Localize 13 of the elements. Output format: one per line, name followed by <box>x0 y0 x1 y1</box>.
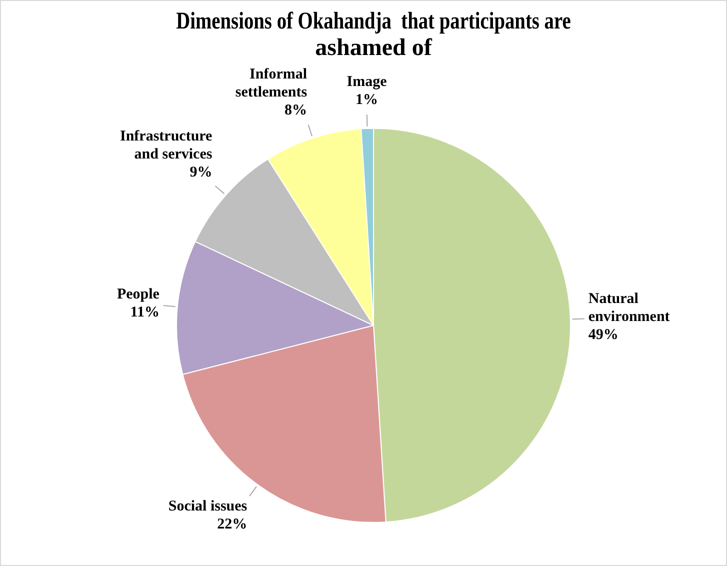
slice-label: Image <box>346 74 388 90</box>
data-label: 9% <box>190 164 212 181</box>
slice-label: Informal settlements <box>235 66 308 100</box>
data-label: 8% <box>284 102 308 118</box>
data-label: 22% <box>217 516 248 533</box>
slice-label: Infrastructure and services <box>120 128 213 163</box>
slice-label: Social issues <box>168 498 248 515</box>
data-label: 49% <box>588 327 618 344</box>
slice-label: Natural environment <box>588 291 670 326</box>
data-label: 11% <box>130 304 160 321</box>
chart-title: Dimensions of Okahandja that participants are ashamed of <box>176 8 572 61</box>
data-label: 1% <box>355 92 378 108</box>
slice-label: People <box>116 286 160 303</box>
